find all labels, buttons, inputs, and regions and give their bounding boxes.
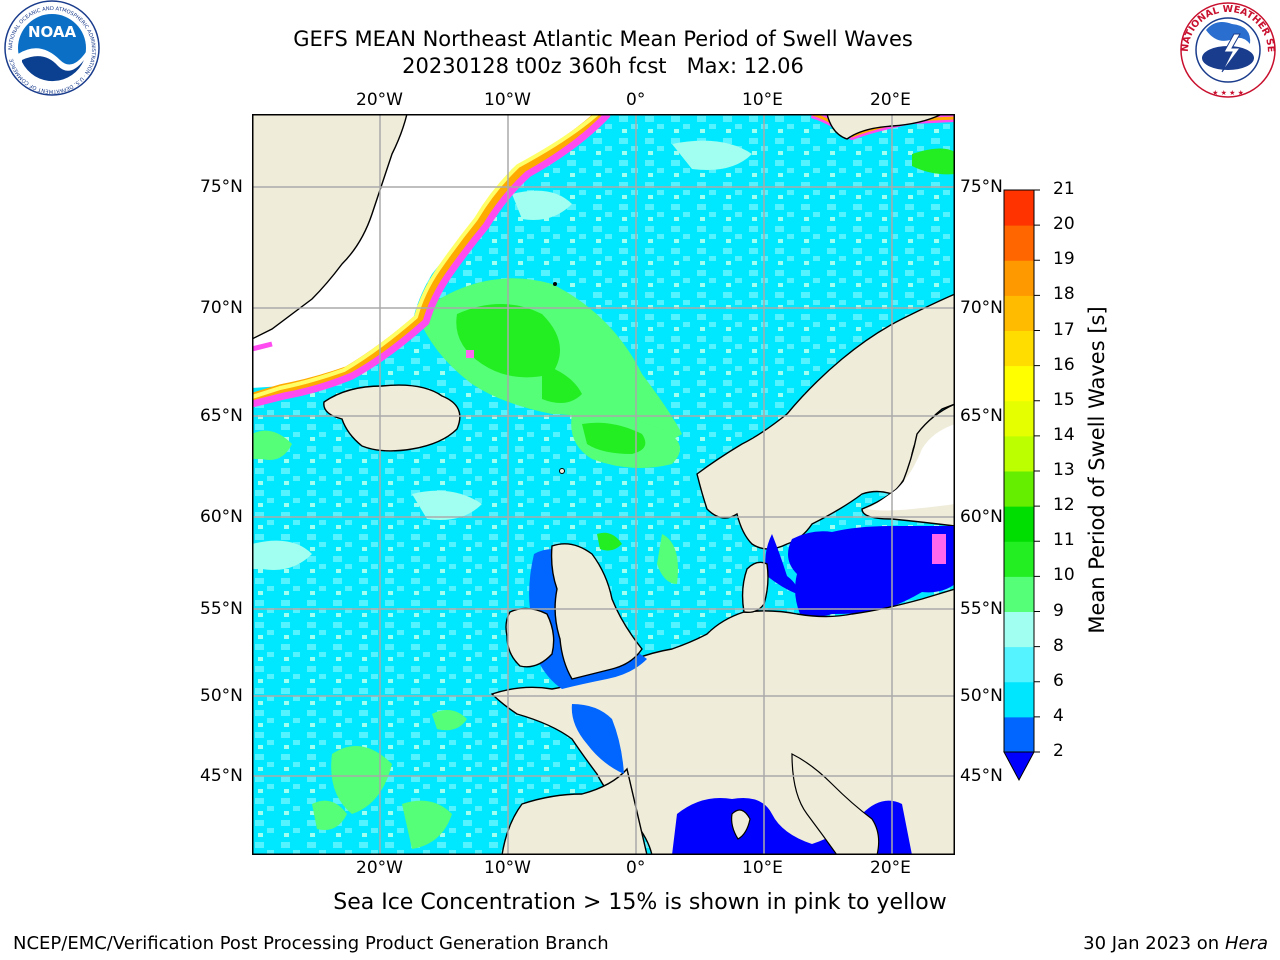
land-italy <box>791 753 880 855</box>
lat-label-left: 50°N <box>200 686 243 706</box>
colorbar-swatch <box>1004 190 1034 226</box>
nws-logo: NATIONAL WEATHER SERVICE ★ ★ ★ ★ <box>1176 0 1276 98</box>
map-panel <box>252 114 955 855</box>
land-svalbard <box>826 114 943 140</box>
colorbar-tick-label: 2 <box>1053 741 1064 761</box>
lat-label-right: 60°N <box>960 507 1003 527</box>
noaa-logo-text: NOAA <box>28 23 77 41</box>
colorbar-swatch <box>1004 295 1034 331</box>
colorbar-tick-label: 8 <box>1053 635 1064 656</box>
sea-ice-note: Sea Ice Concentration > 15% is shown in … <box>333 890 947 915</box>
land-iberia <box>501 767 648 855</box>
colorbar-swatch <box>1004 435 1034 472</box>
footer-credit: NCEP/EMC/Verification Post Processing Pr… <box>13 933 609 954</box>
sea-ice-edge <box>252 114 955 408</box>
colorbar-tick-label: 12 <box>1053 495 1075 516</box>
colorbar-swatch <box>1004 541 1034 577</box>
colorbar-swatch <box>1004 646 1034 683</box>
colorbar-tick-label: 21 <box>1053 179 1075 199</box>
colorbar <box>1003 189 1040 782</box>
lon-label-bottom: 10°E <box>742 858 783 878</box>
lon-label-bottom: 10°W <box>484 858 531 878</box>
colorbar-tick-label: 15 <box>1053 389 1075 410</box>
lon-label-bottom: 20°E <box>870 858 911 878</box>
lon-label-top: 10°E <box>742 90 783 110</box>
land-scandinavia <box>696 293 955 550</box>
footer-timestamp: 30 Jan 2023 on Hera <box>1083 933 1268 954</box>
lat-label-left: 60°N <box>200 507 243 527</box>
lat-label-left: 65°N <box>200 406 243 426</box>
lon-label-bottom: 20°W <box>356 858 403 878</box>
lon-label-top: 20°W <box>356 90 403 110</box>
lat-label-right: 55°N <box>960 599 1003 619</box>
baltic-low-swell <box>788 526 955 617</box>
colorbar-swatch <box>1004 365 1034 402</box>
map-frame <box>252 114 955 855</box>
lon-label-top: 10°W <box>484 90 531 110</box>
land-greenland <box>252 114 408 340</box>
noaa-logo: NOAA NATIONAL OCEANIC AND ATMOSPHERIC AD… <box>4 0 100 96</box>
footer-host: Hera <box>1224 933 1268 954</box>
colorbar-swatch <box>1004 716 1034 753</box>
lat-label-left: 75°N <box>200 177 243 197</box>
colorbar-label: Mean Period of Swell Waves [s] <box>1085 306 1109 634</box>
lat-label-right: 65°N <box>960 406 1003 426</box>
colorbar-swatch <box>1004 681 1034 718</box>
colorbar-tick-label: 19 <box>1053 249 1075 270</box>
colorbar-tick-label: 9 <box>1053 600 1064 621</box>
colorbar-swatch <box>1004 471 1034 507</box>
colorbar-swatch <box>1004 576 1034 612</box>
colorbar-tick-label: 18 <box>1053 284 1075 305</box>
lon-label-top: 20°E <box>870 90 911 110</box>
colorbar-tick-label: 20 <box>1053 214 1075 235</box>
colorbar-swatch <box>1004 225 1034 261</box>
colorbar-swatch <box>1004 506 1034 542</box>
chart-title: GEFS MEAN Northeast Atlantic Mean Period… <box>293 27 913 51</box>
swell-period-field <box>252 140 955 849</box>
land-great-britain <box>550 543 643 680</box>
colorbar-extend-arrow <box>1003 751 1035 782</box>
colorbar-tick-label: 10 <box>1053 565 1075 586</box>
lat-label-left: 55°N <box>200 599 243 619</box>
colorbar-tick-label: 4 <box>1053 705 1064 726</box>
colorbar-tick-label: 13 <box>1053 460 1075 480</box>
colorbar-swatch <box>1004 330 1034 367</box>
colorbar-tick-label: 17 <box>1053 319 1075 340</box>
lat-label-left: 70°N <box>200 298 243 318</box>
colorbar-swatch <box>1004 611 1034 648</box>
colorbar-tick-label: 6 <box>1053 670 1064 691</box>
lon-label-bottom: 0° <box>626 858 646 878</box>
lat-label-left: 45°N <box>200 766 243 786</box>
chart-subtitle: 20230128 t00z 360h fcst Max: 12.06 <box>402 54 804 78</box>
lat-label-right: 75°N <box>960 177 1003 197</box>
colorbar-tick-label: 11 <box>1053 530 1075 551</box>
lon-label-top: 0° <box>626 90 646 110</box>
lat-label-right: 70°N <box>960 298 1003 318</box>
graticule <box>252 114 955 855</box>
colorbar-swatch <box>1004 260 1034 296</box>
svg-text:★ ★ ★ ★: ★ ★ ★ ★ <box>1212 89 1244 97</box>
colorbar-tick-label: 16 <box>1053 354 1075 375</box>
colorbar-swatch <box>1004 400 1034 437</box>
lat-label-right: 45°N <box>960 766 1003 786</box>
lat-label-right: 50°N <box>960 686 1003 706</box>
land-ireland <box>505 607 555 668</box>
colorbar-tick-label: 14 <box>1053 424 1075 445</box>
footer-date: 30 Jan 2023 on <box>1083 933 1220 954</box>
land-iceland <box>323 384 461 452</box>
